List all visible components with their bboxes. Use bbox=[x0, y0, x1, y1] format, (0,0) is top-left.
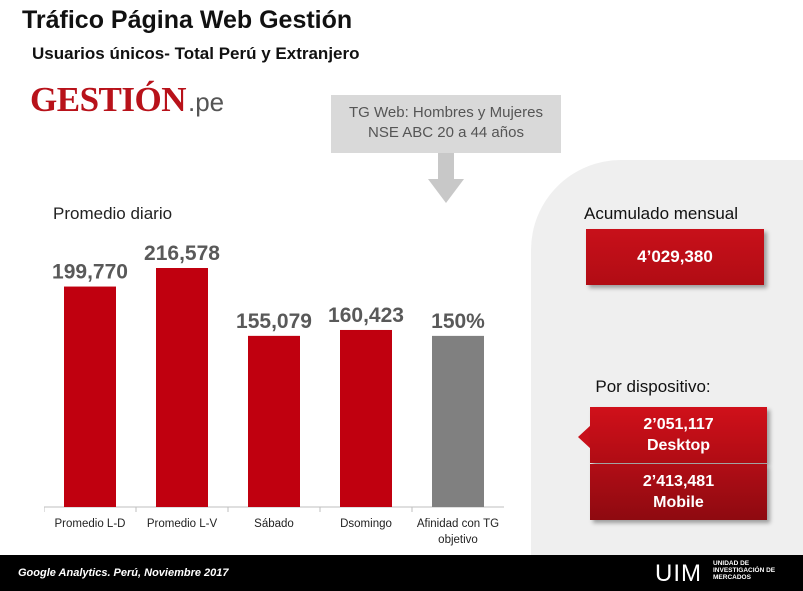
target-group-callout: TG Web: Hombres y Mujeres NSE ABC 20 a 4… bbox=[331, 95, 561, 153]
data-label-2: 155,079 bbox=[236, 310, 312, 333]
uim-logo: UIM bbox=[655, 560, 702, 587]
logo-sub-text: .pe bbox=[188, 87, 225, 117]
data-label-4: 150% bbox=[431, 310, 485, 333]
bar-3 bbox=[340, 329, 392, 507]
desktop-label: Desktop bbox=[646, 437, 711, 454]
gestion-logo: GESTIÓN.pe bbox=[30, 80, 224, 120]
desktop-value: 2’051,117 bbox=[643, 416, 714, 433]
uim-desc-line-2: INVESTIGACIÓN DE bbox=[713, 567, 776, 574]
logo-main-text: GESTIÓN bbox=[30, 80, 187, 119]
callout-line-2: NSE ABC 20 a 44 años bbox=[368, 124, 524, 141]
footer-bar: Google Analytics. Perú, Noviembre 2017 U… bbox=[0, 555, 803, 591]
data-label-3: 160,423 bbox=[328, 304, 404, 327]
uim-desc-line-3: MERCADOS bbox=[713, 574, 751, 581]
bar-2 bbox=[248, 335, 300, 507]
callout-line-1: TG Web: Hombres y Mujeres bbox=[349, 104, 543, 121]
category-label-2: Sábado bbox=[254, 518, 294, 530]
mobile-value: 2’413,481 bbox=[642, 473, 715, 490]
chart-section-label: Promedio diario bbox=[53, 204, 173, 223]
down-arrow-icon bbox=[428, 153, 464, 203]
bar-1 bbox=[156, 268, 208, 507]
accumulated-monthly-label: Acumulado mensual bbox=[583, 204, 739, 223]
category-label-0: Promedio L-D bbox=[55, 518, 126, 530]
desktop-users-box: 2’051,117 Desktop bbox=[590, 407, 767, 463]
page-subtitle: Usuarios únicos- Total Perú y Extranjero bbox=[32, 44, 360, 63]
category-label-4-1: objetivo bbox=[438, 534, 478, 546]
category-label-3: Dsomingo bbox=[340, 518, 392, 530]
category-label-4-0: Afinidad con TG bbox=[417, 518, 499, 530]
data-label-0: 199,770 bbox=[52, 261, 128, 284]
mobile-label: Mobile bbox=[653, 494, 704, 511]
page-title: Tráfico Página Web Gestión bbox=[22, 6, 353, 34]
by-device-label: Por dispositivo: bbox=[595, 377, 711, 396]
uim-description: UNIDAD DE INVESTIGACIÓN DE MERCADOS bbox=[713, 560, 793, 581]
accumulated-monthly-value: 4’029,380 bbox=[586, 229, 764, 285]
bar-0 bbox=[64, 286, 116, 507]
bar-4 bbox=[432, 335, 484, 507]
pointer-arrow-icon bbox=[578, 425, 591, 449]
daily-average-bar-chart: 199,770 Promedio L-D 216,578 Promedio L-V 15… bbox=[44, 242, 504, 546]
category-label-1: Promedio L-V bbox=[147, 518, 218, 530]
uim-desc-line-1: UNIDAD DE bbox=[713, 560, 750, 567]
data-label-1: 216,578 bbox=[144, 242, 220, 265]
source-note: Google Analytics. Perú, Noviembre 2017 bbox=[18, 567, 229, 579]
mobile-users-box: 2’413,481 Mobile bbox=[590, 464, 767, 520]
